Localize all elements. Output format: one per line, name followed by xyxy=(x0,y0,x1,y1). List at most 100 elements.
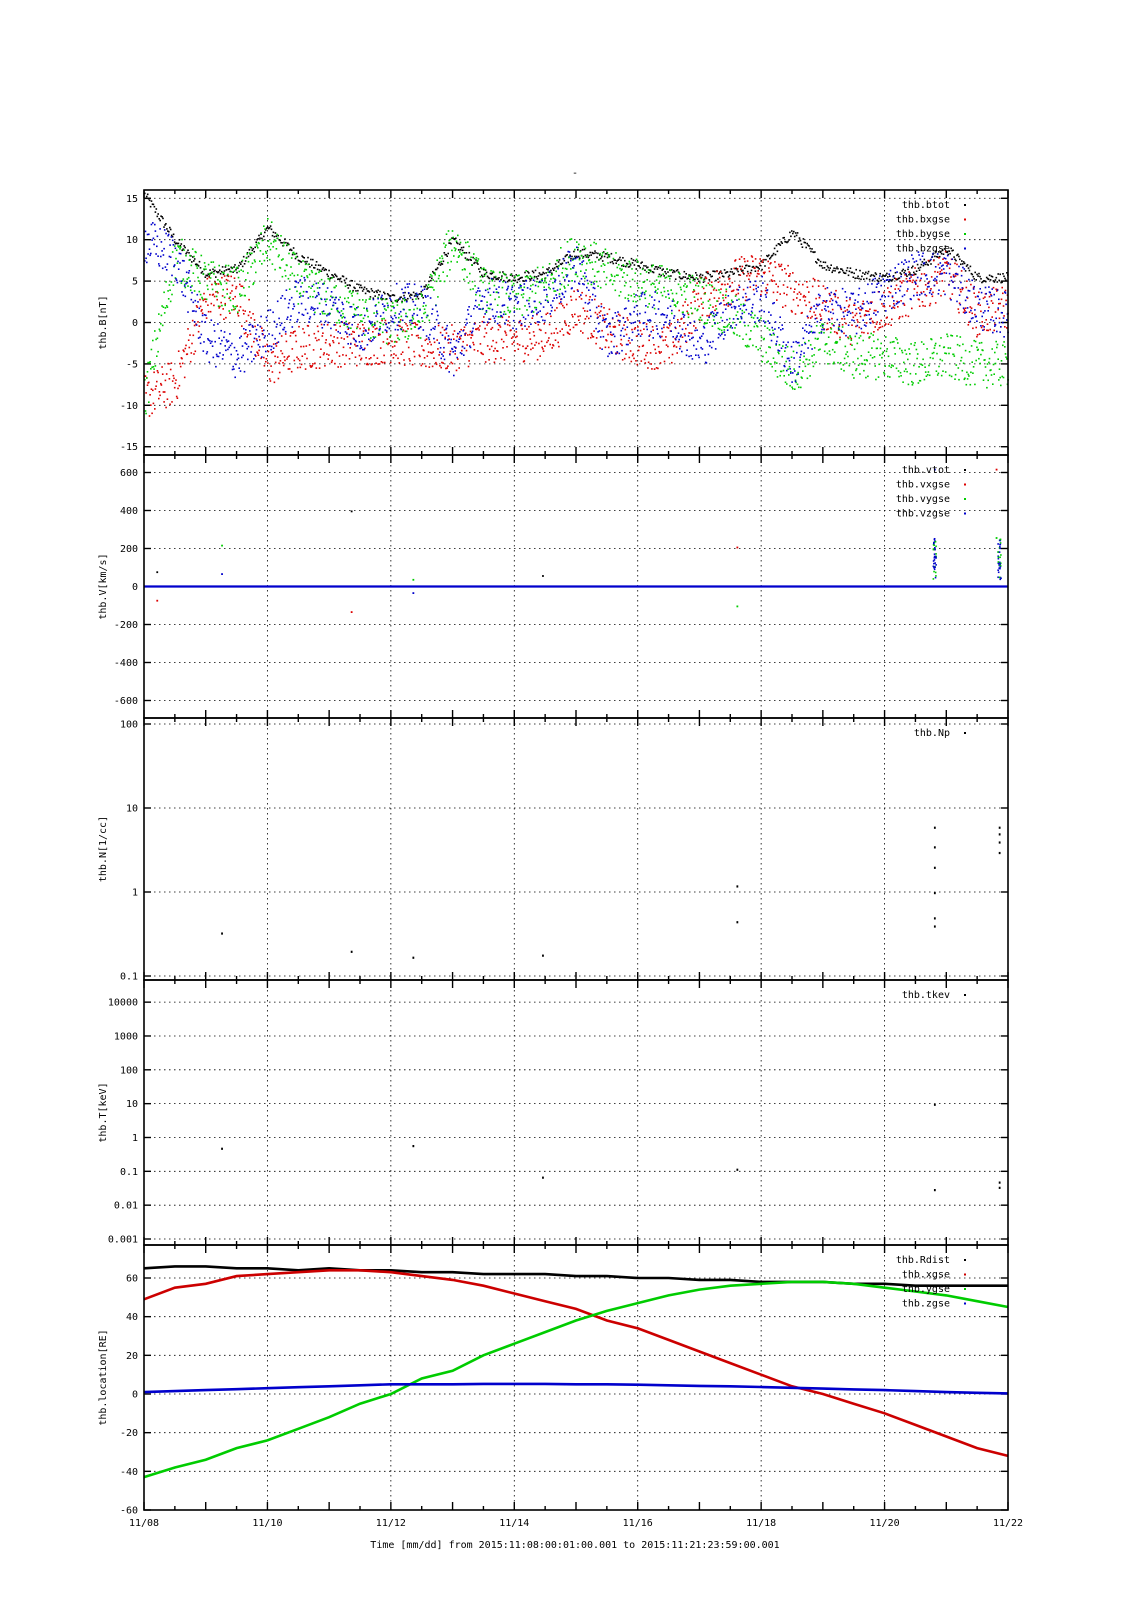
data-point xyxy=(973,285,975,288)
data-point xyxy=(517,292,520,295)
data-point xyxy=(746,270,749,273)
data-point xyxy=(404,291,406,294)
data-point xyxy=(506,346,508,348)
data-point xyxy=(199,267,202,269)
data-point xyxy=(297,259,300,262)
data-point xyxy=(689,274,691,277)
data-point xyxy=(605,339,608,342)
data-point xyxy=(984,280,986,282)
data-point xyxy=(555,270,557,273)
data-point xyxy=(482,307,484,310)
data-point xyxy=(421,345,423,347)
data-point xyxy=(936,255,938,258)
data-point xyxy=(511,284,514,287)
data-point xyxy=(631,331,634,334)
data-point xyxy=(209,273,211,276)
data-point xyxy=(694,329,696,332)
data-point xyxy=(151,239,153,241)
data-point xyxy=(307,256,309,259)
data-point xyxy=(395,300,397,303)
data-point xyxy=(938,365,940,368)
data-point xyxy=(453,247,456,249)
data-point xyxy=(346,336,349,338)
data-point xyxy=(739,321,742,323)
data-point xyxy=(995,276,998,279)
data-point xyxy=(865,322,868,324)
data-point xyxy=(849,312,852,315)
data-point xyxy=(821,267,824,269)
data-point xyxy=(684,301,686,303)
data-point xyxy=(290,370,293,373)
data-point xyxy=(462,252,464,254)
data-point xyxy=(309,295,312,298)
data-point xyxy=(323,323,325,326)
data-point xyxy=(906,275,908,277)
data-point xyxy=(292,332,294,334)
data-point xyxy=(158,313,160,315)
data-point xyxy=(750,269,753,272)
data-point xyxy=(700,346,702,349)
data-point xyxy=(733,272,735,275)
data-point xyxy=(813,354,815,356)
data-point xyxy=(570,268,572,270)
data-point xyxy=(165,406,167,409)
data-point xyxy=(469,330,472,333)
data-point xyxy=(147,361,149,364)
data-point xyxy=(536,313,538,316)
data-point xyxy=(196,306,199,308)
data-point xyxy=(810,250,812,253)
data-point xyxy=(435,318,438,321)
data-point xyxy=(429,286,431,288)
data-point xyxy=(901,261,903,264)
data-point xyxy=(883,280,886,283)
data-point xyxy=(190,298,193,301)
data-point xyxy=(859,335,862,337)
data-point xyxy=(221,295,224,297)
data-point xyxy=(681,317,683,320)
data-point xyxy=(194,350,197,353)
data-point xyxy=(675,292,678,295)
data-point xyxy=(958,302,961,305)
data-point xyxy=(255,328,258,331)
data-point xyxy=(946,251,949,254)
data-point xyxy=(944,257,947,260)
data-point xyxy=(665,316,668,319)
data-point xyxy=(414,322,417,324)
data-point xyxy=(737,270,739,273)
data-point xyxy=(938,255,941,258)
data-point xyxy=(616,266,619,269)
data-point xyxy=(466,344,468,346)
data-point xyxy=(479,308,482,310)
data-point xyxy=(246,252,249,254)
data-point xyxy=(625,265,627,268)
data-point xyxy=(463,347,466,350)
data-point xyxy=(238,309,240,312)
data-point xyxy=(332,340,334,342)
data-point xyxy=(632,322,635,324)
data-point xyxy=(203,292,205,295)
data-point xyxy=(218,269,221,271)
data-point xyxy=(900,375,902,377)
data-point xyxy=(488,277,491,280)
data-point xyxy=(783,236,785,239)
data-point xyxy=(542,306,545,308)
data-point xyxy=(851,373,854,376)
data-point xyxy=(488,307,491,310)
data-point xyxy=(653,304,655,306)
data-point xyxy=(421,289,424,292)
data-point xyxy=(785,360,787,363)
data-point xyxy=(893,307,896,309)
data-point xyxy=(202,350,205,352)
data-point xyxy=(699,276,702,279)
data-point xyxy=(780,329,782,331)
data-point xyxy=(936,271,939,273)
data-point xyxy=(820,332,823,334)
data-point xyxy=(233,266,235,268)
data-point xyxy=(283,242,286,244)
data-point xyxy=(621,359,624,361)
data-point xyxy=(451,237,453,239)
data-point xyxy=(574,280,576,283)
data-point xyxy=(966,296,968,298)
data-point xyxy=(198,260,201,263)
data-point xyxy=(417,334,419,337)
